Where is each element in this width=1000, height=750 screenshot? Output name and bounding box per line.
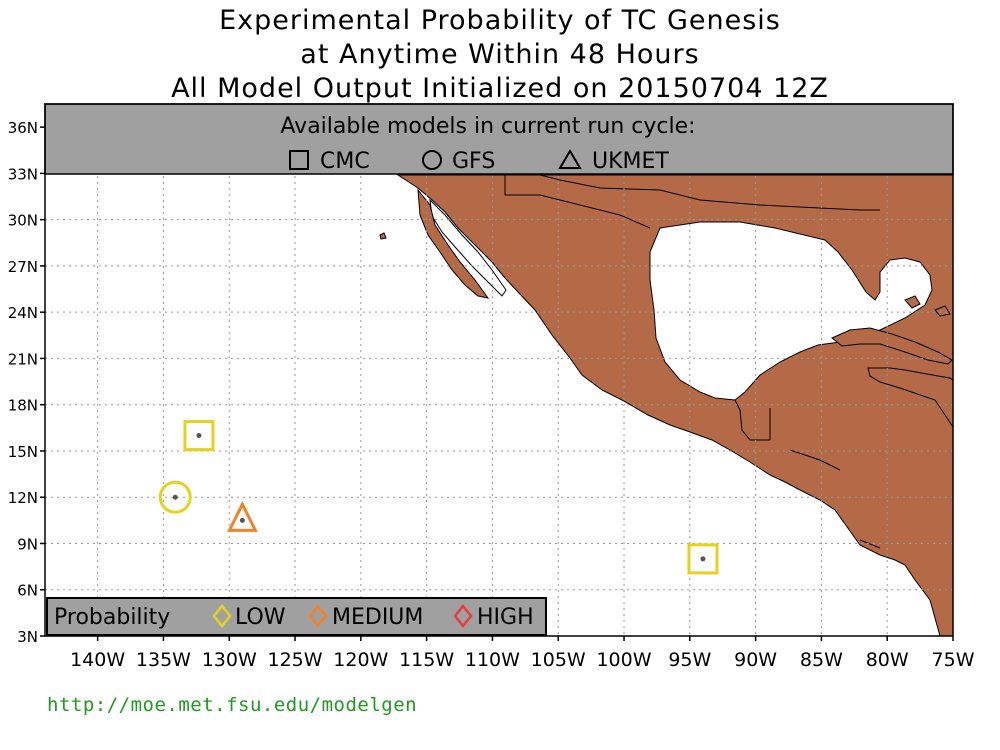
gulf-of-california xyxy=(429,198,507,297)
lon-tick-label: 105W xyxy=(531,649,586,671)
footer-url-link[interactable]: http://moe.met.fsu.edu/modelgen xyxy=(47,694,418,716)
title-line-2: at Anytime Within 48 Hours xyxy=(300,39,700,70)
legend-high: HIGH xyxy=(453,603,534,630)
lat-tick-label: 24N xyxy=(8,304,38,322)
lon-tick-label: 120W xyxy=(333,649,388,671)
lon-tick-label: 115W xyxy=(399,649,454,671)
genesis-center-dot xyxy=(196,433,202,439)
diamond-icon xyxy=(212,603,232,629)
legend-label-high: HIGH xyxy=(477,605,534,630)
lat-tick-label: 30N xyxy=(8,212,38,230)
cuba xyxy=(831,327,953,365)
circle-icon xyxy=(422,150,442,170)
lat-tick-label: 9N xyxy=(17,535,38,553)
genesis-marker-gfs xyxy=(158,480,192,514)
lon-tick-label: 110W xyxy=(465,649,520,671)
lon-tick-label: 90W xyxy=(734,649,777,671)
genesis-marker-ukmet xyxy=(226,500,258,532)
islands xyxy=(379,232,951,317)
model-gfs: GFS xyxy=(422,149,495,174)
model-label-ukmet: UKMET xyxy=(592,149,669,174)
lon-tick-label: 95W xyxy=(668,649,711,671)
lat-tick-label: 18N xyxy=(8,397,38,415)
models-box-heading: Available models in current run cycle: xyxy=(280,114,695,139)
land-masses xyxy=(379,174,953,636)
model-cmc: CMC xyxy=(289,149,370,174)
model-label-cmc: CMC xyxy=(320,149,370,174)
lon-tick-label: 85W xyxy=(800,649,843,671)
lat-tick-label: 12N xyxy=(8,489,38,507)
diamond-icon xyxy=(453,603,473,629)
triangle-icon xyxy=(558,149,582,169)
genesis-markers xyxy=(158,420,719,575)
lat-tick-label: 36N xyxy=(8,119,38,137)
genesis-center-dot xyxy=(700,556,706,562)
lon-tick-label: 75W xyxy=(932,649,975,671)
gulf-of-mexico xyxy=(649,221,933,401)
genesis-marker-cmc xyxy=(183,420,215,452)
lon-tick-label: 135W xyxy=(136,649,191,671)
genesis-center-dot xyxy=(172,494,178,500)
lat-tick-label: 3N xyxy=(17,628,38,646)
lon-tick-label: 130W xyxy=(202,649,257,671)
lat-tick-label: 15N xyxy=(8,443,38,461)
country-borders xyxy=(504,174,881,549)
legend-label-medium: MEDIUM xyxy=(332,605,423,630)
title-line-3: All Model Output Initialized on 20150704… xyxy=(171,73,829,104)
models-box: Available models in current run cycle: C… xyxy=(44,103,954,175)
longitude-axis: 140W 135W 130W 125W 120W 115W 110W 105W 100W 95W 9… xyxy=(70,636,975,671)
model-label-gfs: GFS xyxy=(452,149,495,174)
baja-california xyxy=(417,188,490,299)
legend-label-low: LOW xyxy=(235,605,286,630)
genesis-center-dot xyxy=(239,517,245,523)
title-line-1: Experimental Probability of TC Genesis xyxy=(219,5,781,36)
genesis-marker-cmc xyxy=(687,543,719,575)
legend-medium: MEDIUM xyxy=(308,603,423,630)
square-icon xyxy=(289,150,309,170)
model-ukmet: UKMET xyxy=(558,149,669,174)
legend-low: LOW xyxy=(212,603,286,630)
lon-tick-label: 140W xyxy=(70,649,125,671)
lat-tick-label: 21N xyxy=(8,350,38,368)
lon-tick-label: 125W xyxy=(267,649,322,671)
diamond-icon xyxy=(308,603,328,629)
lat-tick-label: 6N xyxy=(17,582,38,600)
probability-legend-heading: Probability xyxy=(54,605,170,630)
latitude-axis: 3N 6N 9N 12N 15N 18N 21N 24N 27N 30N 33N 36N xyxy=(8,119,45,646)
lon-tick-label: 80W xyxy=(866,649,909,671)
probability-legend: Probability LOW MEDIUM HIGH xyxy=(46,597,547,636)
lat-tick-label: 33N xyxy=(8,165,38,183)
lat-tick-label: 27N xyxy=(8,258,38,276)
lon-tick-label: 100W xyxy=(596,649,651,671)
